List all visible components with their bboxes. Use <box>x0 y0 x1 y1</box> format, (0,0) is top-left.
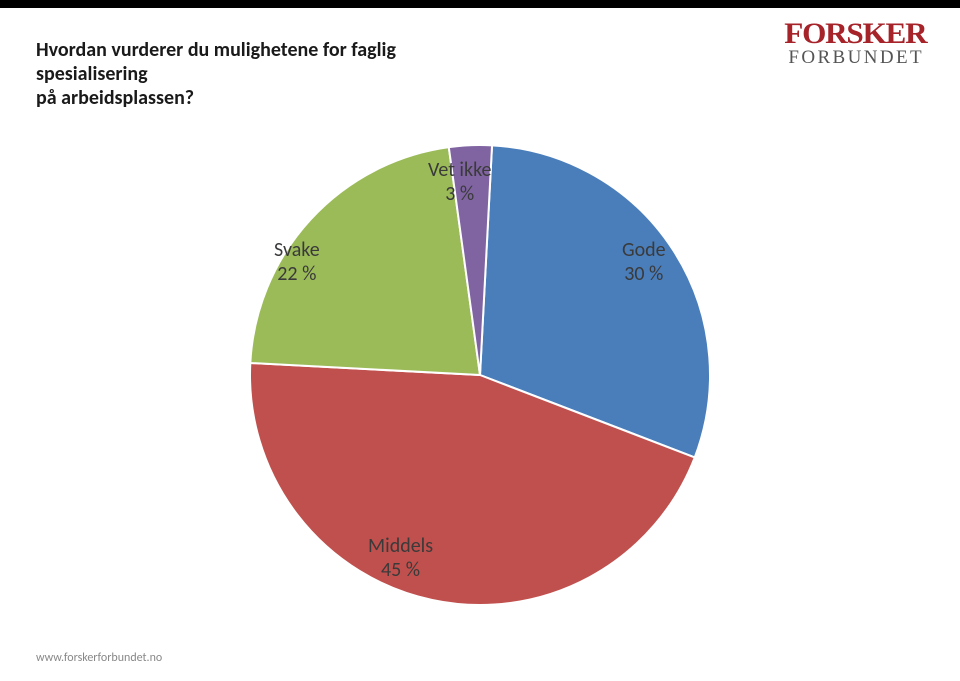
logo: FORSKER FORBUNDET <box>787 20 924 67</box>
logo-line-1: FORSKER <box>785 20 927 49</box>
title-line-2: på arbeidsplassen? <box>36 86 194 110</box>
slide: Hvordan vurderer du mulighetene for fagl… <box>0 0 960 681</box>
logo-line-2: FORBUNDET <box>787 49 924 67</box>
footer-url: www.forskerforbundet.no <box>36 651 162 665</box>
title-line-1: Hvordan vurderer du mulighetene for fagl… <box>36 38 396 86</box>
pie-slice-svake <box>250 147 480 375</box>
pie-chart: Gode30 %Middels45 %Svake22 %Vet ikke3 % <box>190 130 770 620</box>
top-bar <box>0 0 960 8</box>
page-title: Hvordan vurderer du mulighetene for fagl… <box>36 38 476 110</box>
pie-svg <box>190 130 770 620</box>
